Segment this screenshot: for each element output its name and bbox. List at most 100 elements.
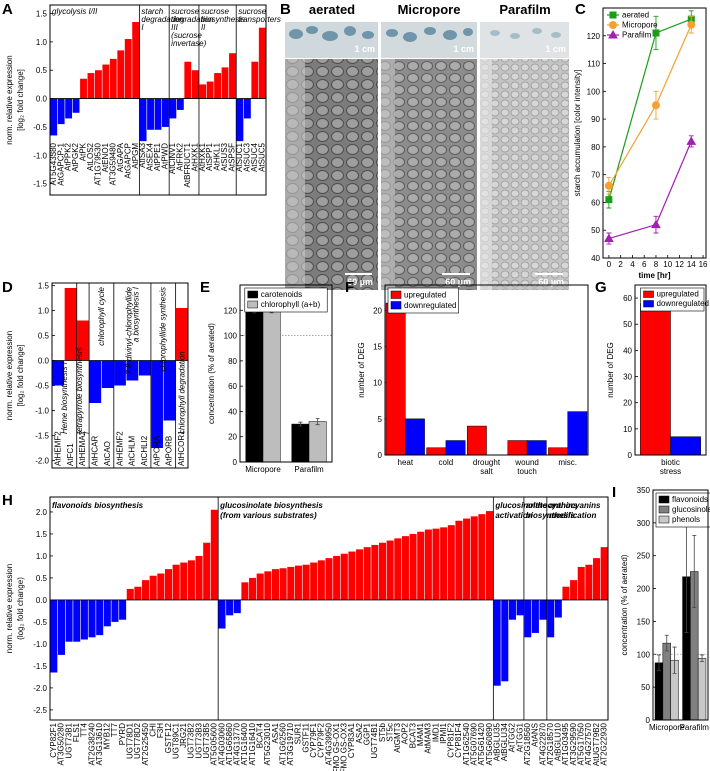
bar	[175, 308, 188, 361]
bar	[64, 288, 77, 361]
bar	[340, 553, 348, 600]
bar	[199, 84, 207, 99]
gene-label: CHI	[148, 723, 157, 737]
bar	[593, 558, 601, 600]
gene-label: AtTGG2	[508, 722, 517, 752]
seedling	[443, 30, 457, 40]
bar	[52, 360, 65, 386]
y-axis-label: number of DEG	[357, 342, 366, 398]
x-tick-label: 6	[642, 260, 647, 269]
y-tick-label: 0.5	[36, 574, 48, 583]
bar	[317, 560, 325, 600]
legend-label: upregulated	[657, 290, 699, 299]
seedling	[386, 29, 398, 37]
gene-label: AtFC1	[66, 443, 75, 466]
marker	[605, 196, 613, 204]
panel-label: F	[345, 279, 354, 296]
bar	[294, 565, 302, 600]
error-bar	[298, 421, 303, 427]
plot-frame	[602, 7, 707, 259]
x-tick-label: cold	[439, 458, 454, 467]
bar	[176, 98, 184, 110]
error-bar	[692, 534, 697, 609]
y-tick-label: 0.0	[36, 95, 48, 104]
error-bar	[664, 634, 669, 652]
seedling	[344, 26, 356, 36]
bar	[126, 588, 134, 600]
gene-label: AtPPK2	[64, 142, 73, 171]
gene-label: AtGAPA	[116, 142, 125, 172]
bar	[187, 560, 195, 600]
bar	[114, 360, 126, 386]
bar	[562, 586, 570, 600]
micrograph	[381, 59, 477, 290]
gene-label: GGP1	[362, 722, 371, 745]
gene-label: AT3G19710	[286, 722, 295, 765]
x-tick-label: 2	[618, 260, 623, 269]
gene-label: AtHCAR	[91, 436, 100, 466]
plot-frame	[49, 4, 267, 196]
gene-label: AtSPSF	[228, 143, 237, 172]
x-tick-label: Parafilm	[294, 465, 324, 474]
bar	[447, 525, 455, 600]
bar	[600, 547, 608, 600]
plot-frame	[49, 496, 609, 721]
bar	[585, 564, 593, 600]
bar	[378, 542, 387, 600]
y-tick-label: 120	[587, 32, 601, 41]
legend-swatch	[390, 301, 402, 310]
bar	[206, 81, 214, 99]
gene-label: CYP82F1	[49, 722, 58, 757]
scale-label: 60 µm	[445, 277, 471, 287]
bar	[363, 547, 371, 600]
gene-label: AT4G13770	[233, 722, 242, 765]
gene-label: AT2G18570	[546, 722, 555, 765]
error-bar	[315, 417, 320, 426]
x-tick-label: 10	[663, 260, 672, 269]
bar	[570, 580, 578, 600]
gene-label: AtPORB	[165, 436, 174, 466]
error-bar	[700, 654, 705, 662]
bar	[65, 98, 73, 119]
gene-label: GSTF12	[164, 722, 173, 753]
bar	[218, 599, 226, 629]
y-tick-label: 150	[637, 617, 651, 626]
panel-label: I	[612, 484, 616, 501]
y-tick-label: 110	[587, 60, 600, 69]
y-tick-label: 20	[228, 433, 237, 442]
bar	[258, 27, 266, 99]
gene-label: AtPGK2	[71, 142, 80, 171]
y-tick-label: 60	[623, 294, 632, 303]
gene-label: UGT78D1	[126, 722, 135, 759]
bar	[103, 599, 111, 627]
gene-label: AtPGM	[131, 143, 140, 169]
bar	[385, 302, 406, 456]
bar	[94, 70, 102, 99]
x-tick-label: wound touch	[514, 458, 539, 476]
seedling	[322, 31, 338, 41]
bar	[151, 360, 163, 448]
x-tick-label: heat	[398, 458, 414, 467]
gene-label: GSTF11	[301, 722, 310, 752]
y-tick-label: 15	[373, 342, 382, 351]
bar	[117, 50, 125, 99]
gene-label: SUR1	[294, 722, 303, 744]
bar	[445, 440, 466, 456]
gene-label: ST5c	[385, 723, 394, 742]
gene-label: AtHEMF2	[53, 431, 62, 466]
seedling	[362, 31, 374, 39]
bar	[164, 569, 173, 600]
seedling	[532, 28, 542, 34]
bar	[243, 98, 251, 119]
y-tick-label: -1.0	[35, 407, 49, 416]
gene-label: AtSUC1	[235, 142, 244, 171]
gene-label: AtSPP1	[205, 142, 214, 171]
bar	[229, 53, 236, 99]
bar	[302, 564, 310, 600]
legend-label: Micropore	[622, 21, 658, 30]
legend-label: downregulated	[404, 301, 456, 310]
gene-label: AtHXK1	[190, 142, 199, 171]
legend-swatch	[658, 515, 670, 524]
bar	[180, 562, 188, 600]
gene-label: F3H	[156, 723, 165, 738]
